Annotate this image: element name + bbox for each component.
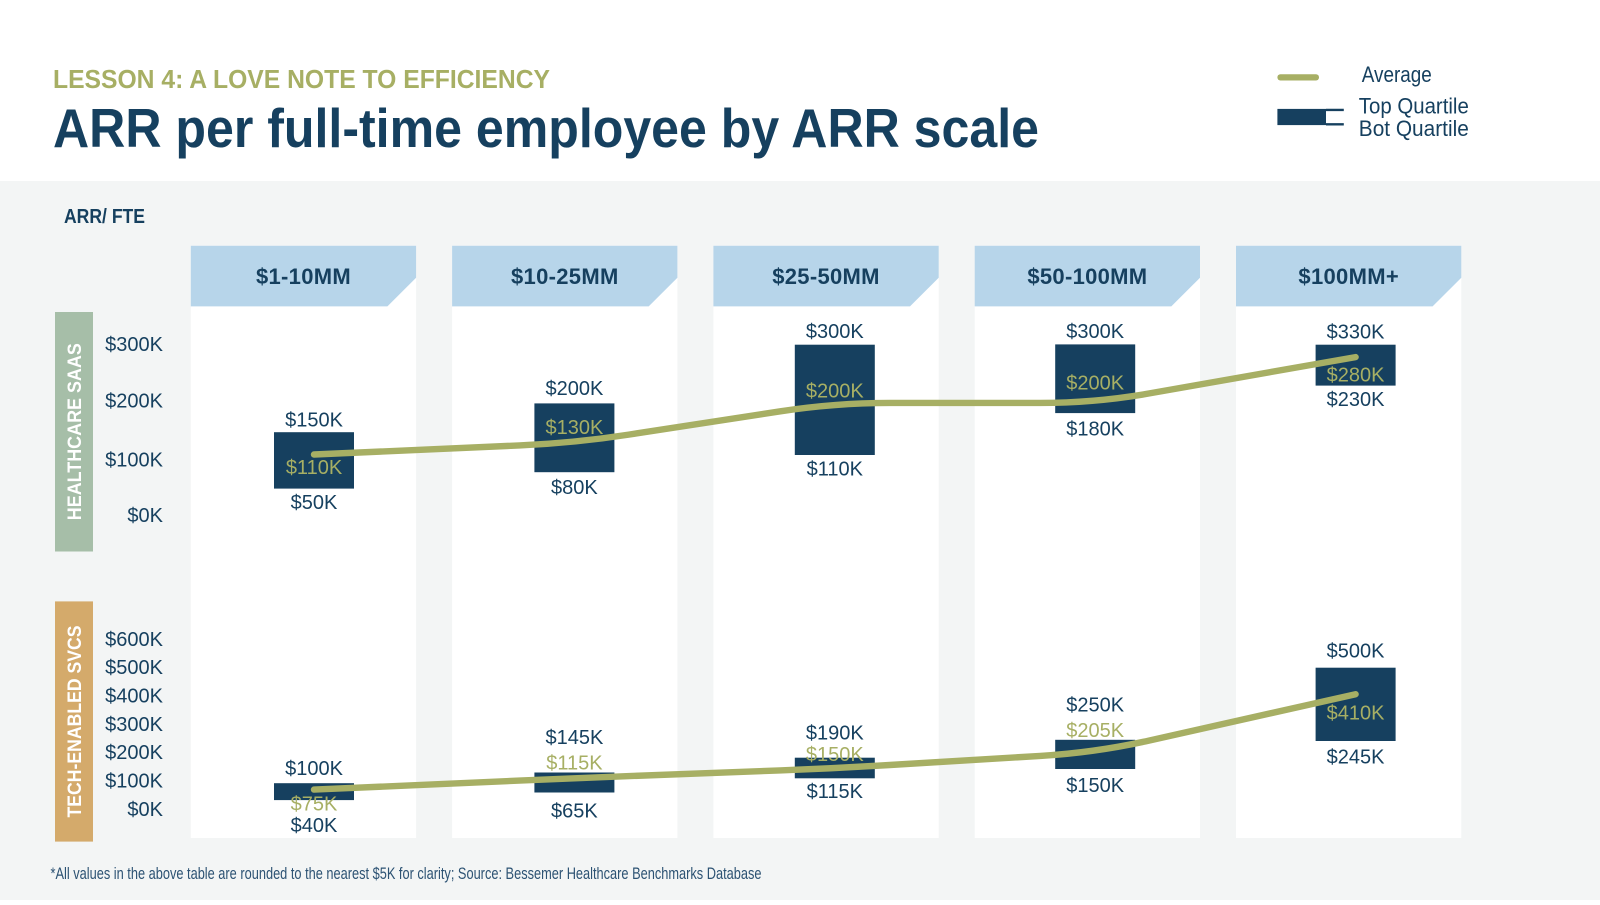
svg-text:$250K: $250K <box>1066 694 1124 716</box>
svg-text:*All values in the above table: *All values in the above table are round… <box>51 864 762 883</box>
svg-text:$100MM+: $100MM+ <box>1298 264 1399 289</box>
svg-text:$115K: $115K <box>546 753 603 775</box>
svg-text:ARR per full-time employee by: ARR per full-time employee by ARR scale <box>53 97 1039 159</box>
svg-text:$200K: $200K <box>1066 373 1124 395</box>
svg-text:$150K: $150K <box>1066 775 1124 797</box>
svg-text:$150K: $150K <box>806 744 864 766</box>
svg-text:$500K: $500K <box>1327 641 1385 663</box>
svg-text:$180K: $180K <box>1066 419 1124 441</box>
svg-text:$0K: $0K <box>127 505 163 527</box>
svg-text:$330K: $330K <box>1327 322 1385 344</box>
svg-text:$200K: $200K <box>806 380 864 402</box>
svg-text:$65K: $65K <box>551 801 598 823</box>
svg-text:$80K: $80K <box>551 477 598 499</box>
svg-text:$245K: $245K <box>1327 746 1385 768</box>
svg-text:$190K: $190K <box>806 723 864 745</box>
svg-text:$230K: $230K <box>1327 389 1385 411</box>
svg-text:$200K: $200K <box>105 391 163 413</box>
svg-text:$300K: $300K <box>105 334 163 356</box>
svg-text:$75K: $75K <box>291 794 338 816</box>
svg-text:HEALTHCARE SAAS: HEALTHCARE SAAS <box>65 343 86 520</box>
svg-text:LESSON 4: A LOVE NOTE TO EFFIC: LESSON 4: A LOVE NOTE TO EFFICIENCY <box>53 64 550 94</box>
svg-text:ARR/ FTE: ARR/ FTE <box>64 206 145 228</box>
svg-text:$40K: $40K <box>291 815 338 837</box>
svg-text:$300K: $300K <box>105 714 163 736</box>
svg-text:$1-10MM: $1-10MM <box>256 264 351 289</box>
svg-text:$600K: $600K <box>105 629 163 651</box>
svg-text:$200K: $200K <box>105 742 163 764</box>
svg-text:$25-50MM: $25-50MM <box>772 264 880 289</box>
svg-text:$50K: $50K <box>291 492 338 514</box>
svg-text:$400K: $400K <box>105 686 163 708</box>
svg-text:$130K: $130K <box>545 417 603 439</box>
svg-text:$150K: $150K <box>285 409 343 431</box>
svg-text:$110K: $110K <box>807 459 864 481</box>
svg-text:Bot Quartile: Bot Quartile <box>1359 116 1469 141</box>
svg-text:$110K: $110K <box>286 457 343 479</box>
svg-text:$100K: $100K <box>105 771 163 793</box>
svg-text:$10-25MM: $10-25MM <box>511 264 619 289</box>
svg-text:$500K: $500K <box>105 657 163 679</box>
svg-text:$280K: $280K <box>1327 364 1385 386</box>
svg-text:$100K: $100K <box>285 758 343 780</box>
svg-text:$100K: $100K <box>105 450 163 472</box>
svg-text:TECH-ENABLED SVCS: TECH-ENABLED SVCS <box>65 626 86 818</box>
svg-text:Average: Average <box>1362 62 1432 87</box>
svg-text:$200K: $200K <box>545 378 603 400</box>
svg-text:$300K: $300K <box>1066 321 1124 343</box>
svg-text:$115K: $115K <box>807 781 864 803</box>
svg-text:$300K: $300K <box>806 321 864 343</box>
svg-text:$205K: $205K <box>1066 720 1124 742</box>
svg-text:$410K: $410K <box>1327 702 1385 724</box>
svg-text:$145K: $145K <box>545 727 603 749</box>
svg-text:$50-100MM: $50-100MM <box>1027 264 1147 289</box>
svg-text:Top Quartile: Top Quartile <box>1359 94 1469 119</box>
svg-text:$0K: $0K <box>127 799 163 821</box>
